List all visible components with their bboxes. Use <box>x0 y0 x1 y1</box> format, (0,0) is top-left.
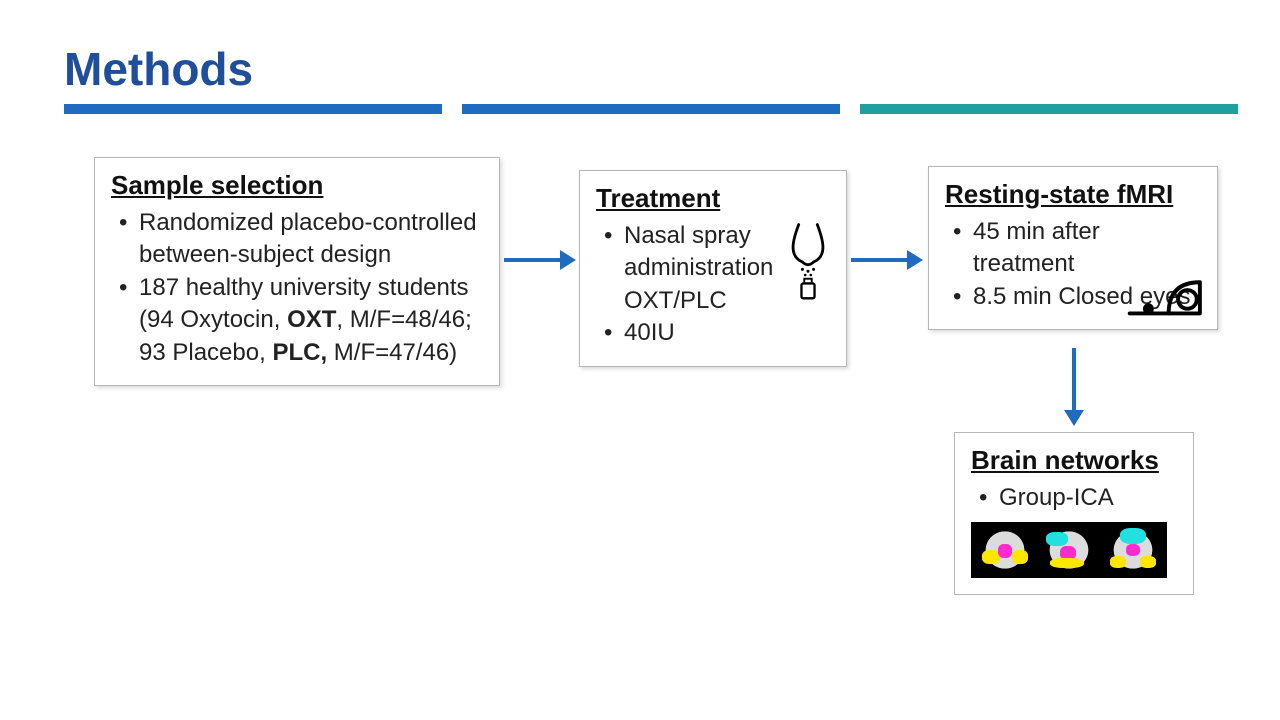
list-item: Group-ICA <box>971 482 1177 514</box>
brain-ica-image <box>971 522 1167 578</box>
list-item: 45 min after treatment <box>945 216 1201 281</box>
box-fmri: Resting-state fMRI 45 min after treatmen… <box>928 166 1218 330</box>
box-brain-networks: Brain networks Group-ICA <box>954 432 1194 595</box>
nose-spray-icon <box>780 219 836 303</box>
arrow-treatment-to-fmri <box>851 258 909 262</box>
header-bar-2 <box>462 104 840 114</box>
box-title: Resting-state fMRI <box>945 179 1201 210</box>
box-title: Treatment <box>596 183 830 214</box>
header-bar-1 <box>64 104 442 114</box>
box-title: Brain networks <box>971 445 1177 476</box>
mri-scanner-icon <box>1125 276 1203 320</box>
slide-title: Methods <box>64 42 253 96</box>
list-item: 187 healthy university students (94 Oxyt… <box>111 272 483 369</box>
arrow-sample-to-treatment <box>504 258 562 262</box>
box-title: Sample selection <box>111 170 483 201</box>
list-item: Randomized placebo-controlled between-su… <box>111 207 483 272</box>
header-bar-3 <box>860 104 1238 114</box>
box-treatment: Treatment Nasal spray administration OXT… <box>579 170 847 367</box>
box-sample-selection: Sample selection Randomized placebo-cont… <box>94 157 500 386</box>
arrow-fmri-to-networks <box>1072 348 1076 412</box>
list-item: 40IU <box>596 317 830 349</box>
